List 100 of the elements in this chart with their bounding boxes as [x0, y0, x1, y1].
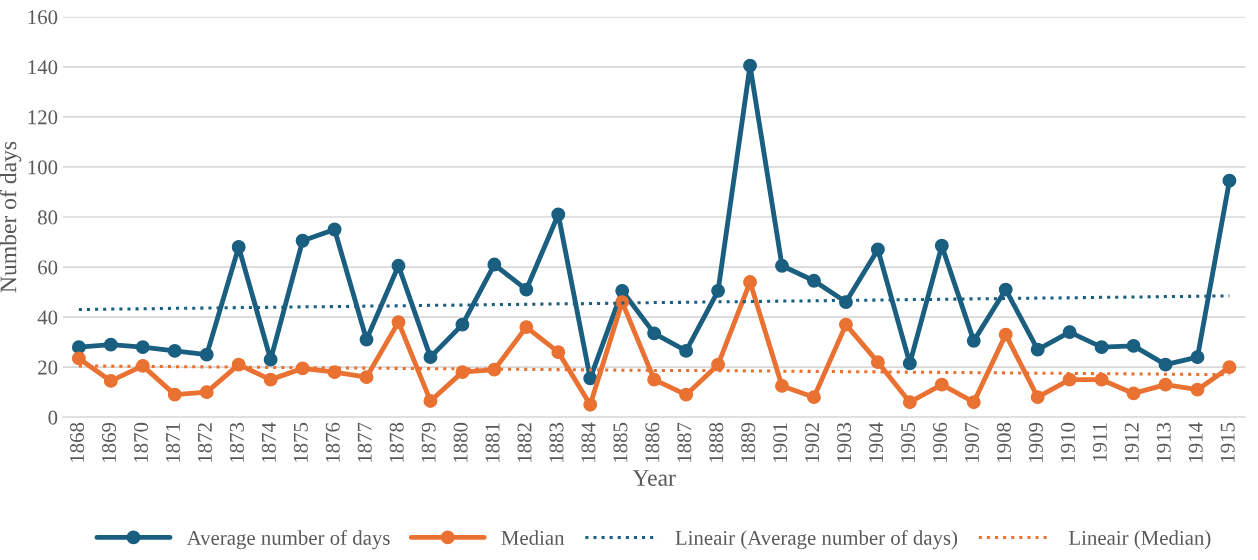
point [103, 373, 118, 388]
point [679, 387, 694, 402]
point [1062, 372, 1077, 387]
point [167, 387, 182, 402]
point [135, 340, 150, 355]
point [966, 333, 981, 348]
point [902, 395, 917, 410]
point [263, 372, 278, 387]
point [934, 377, 949, 392]
legend-label: Median [501, 530, 565, 545]
y-tick-label: 160 [28, 10, 58, 25]
y-tick-label: 140 [28, 60, 58, 75]
point [359, 332, 374, 347]
y-tick-label: 100 [28, 160, 58, 175]
x-tick-label: 1903 [837, 422, 852, 462]
point [998, 327, 1013, 342]
x-tick-label: 1869 [102, 422, 117, 462]
x-tick-label: 1883 [549, 422, 564, 462]
x-tick-label: 1886 [645, 422, 660, 462]
point [583, 397, 598, 412]
y-tick-label: 80 [38, 210, 58, 225]
x-tick-label: 1906 [932, 422, 948, 462]
point [1030, 342, 1045, 357]
x-tick-label: 1904 [869, 422, 884, 462]
x-axis-title: Year [632, 470, 676, 486]
point [1222, 360, 1237, 375]
x-tick-label: 1878 [389, 422, 404, 462]
x-tick-label: 1870 [133, 422, 149, 462]
point [998, 282, 1013, 297]
point [551, 345, 566, 360]
x-tick-label: 1901 [773, 423, 788, 462]
point [455, 365, 470, 380]
point [1158, 357, 1173, 372]
point [1062, 325, 1077, 340]
x-tick-label: 1868 [70, 422, 85, 462]
point [775, 258, 789, 273]
point [615, 283, 630, 298]
point [1030, 390, 1045, 405]
point [519, 320, 534, 335]
y-tick-label: 120 [28, 110, 58, 125]
point [934, 238, 949, 253]
point [647, 326, 662, 341]
x-tick-label: 1905 [901, 422, 916, 462]
point [327, 222, 342, 237]
point [711, 283, 726, 298]
point [551, 207, 566, 222]
point [711, 357, 726, 372]
point [1094, 340, 1109, 355]
y-tick-label: 0 [48, 410, 58, 425]
point [743, 58, 757, 73]
point [679, 343, 694, 358]
point [295, 233, 310, 248]
point [487, 257, 502, 272]
point [775, 378, 789, 393]
point [199, 385, 214, 400]
point [263, 352, 278, 367]
legend-label: Lineair (Median) [1069, 530, 1211, 550]
point [423, 350, 438, 365]
point [743, 275, 757, 290]
x-tick-label: 1910 [1060, 422, 1075, 462]
x-tick-label: 1911 [1092, 423, 1107, 462]
x-tick-label: 1877 [357, 422, 372, 462]
y-tick-label: 40 [37, 310, 58, 325]
y-tick-label: 20 [38, 360, 58, 375]
point [327, 365, 342, 380]
point [902, 356, 917, 371]
point [870, 242, 885, 257]
x-tick-label: 1885 [613, 422, 628, 462]
x-tick-label: 1889 [741, 422, 756, 462]
point [647, 372, 662, 387]
x-tick-label: 1882 [517, 423, 532, 462]
point [519, 282, 534, 297]
point [1094, 372, 1109, 387]
point [838, 317, 853, 332]
point [391, 315, 406, 330]
point [966, 395, 981, 410]
x-tick-label: 1914 [1188, 422, 1203, 462]
x-tick-label: 1902 [805, 423, 820, 462]
x-tick-label: 1887 [677, 422, 692, 462]
y-tick-label: 60 [38, 260, 58, 275]
point [807, 390, 821, 405]
point [423, 393, 438, 408]
point [1222, 173, 1237, 188]
point [391, 258, 406, 273]
point [583, 371, 598, 386]
point [1190, 350, 1205, 365]
point [1126, 386, 1141, 401]
x-tick-label: 1915 [1220, 422, 1235, 462]
x-tick-label: 1913 [1156, 422, 1171, 462]
x-tick-label: 1908 [996, 422, 1011, 462]
point [199, 347, 214, 362]
x-tick-label: 1879 [421, 422, 436, 462]
point [103, 337, 118, 352]
x-tick-label: 1873 [229, 422, 244, 462]
point [167, 343, 182, 358]
point [71, 340, 86, 355]
point [359, 370, 374, 385]
point [807, 273, 821, 288]
x-tick-label: 1876 [325, 422, 340, 462]
point [1126, 338, 1141, 353]
